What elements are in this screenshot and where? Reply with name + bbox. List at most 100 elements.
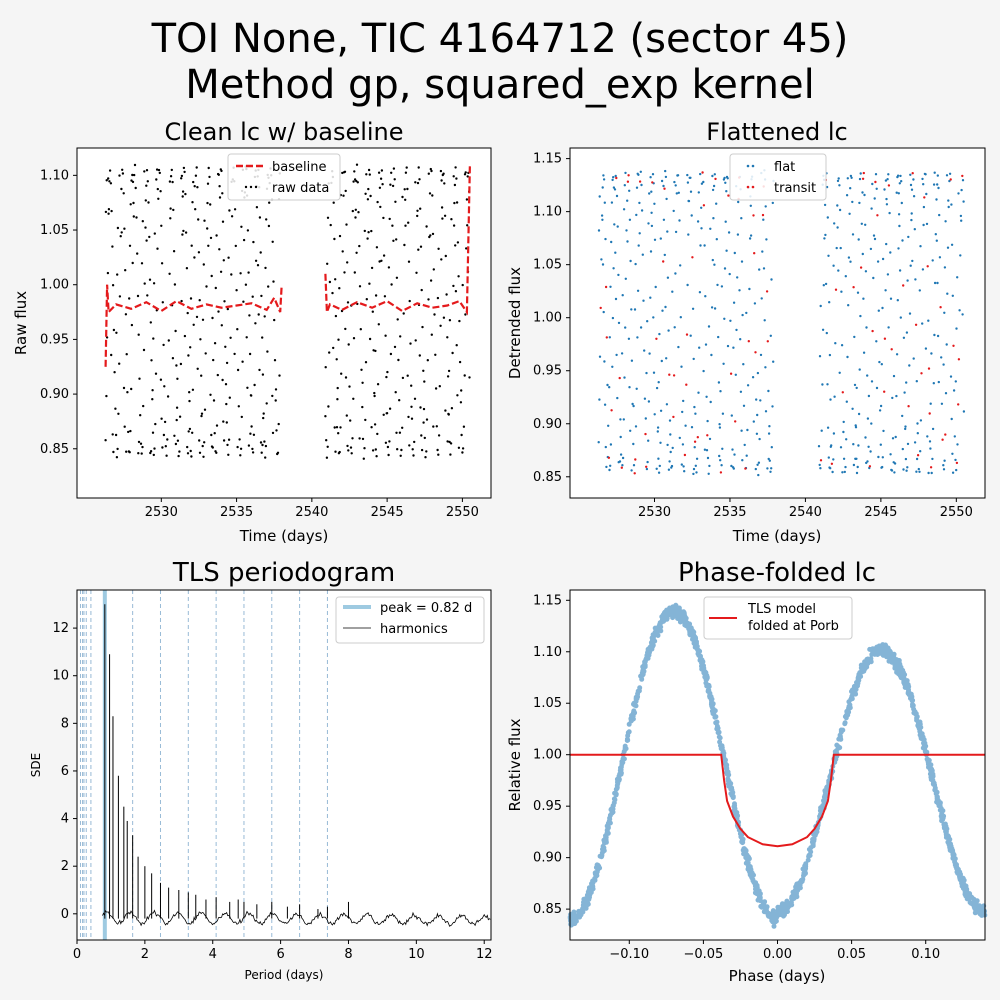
- flat-legend: flat transit: [729, 153, 827, 201]
- x-tick-label: 6: [276, 947, 284, 962]
- axes-frame-clean: [76, 147, 492, 499]
- y-tick-label: 0.85: [533, 470, 562, 485]
- y-tick-label: 1.10: [533, 205, 562, 220]
- clean-xlabel: Time (days): [239, 527, 329, 545]
- y-tick-label: 1.15: [533, 152, 562, 167]
- tls-legend-box: [335, 596, 485, 644]
- y-tick-label: 0.90: [533, 417, 562, 432]
- x-tick-label: 2: [141, 947, 149, 962]
- x-tick-label: 0: [73, 947, 81, 962]
- legend-raw-swatch-dot: [244, 185, 248, 189]
- legend-flat-label: flat: [774, 160, 795, 175]
- x-tick-label: 0.05: [837, 947, 866, 962]
- x-tick-label: 2545: [371, 505, 404, 520]
- panel-tls-periodogram: 0 2 4 6 8 10 12 0 2 4 6 8 10 12 TLS periodogram Perio…: [29, 558, 492, 982]
- phase-data-layer: [567, 602, 988, 929]
- tls-model-line: [570, 753, 985, 848]
- legend-transit-swatch-dot: [746, 185, 750, 189]
- x-tick-label: 2530: [638, 505, 671, 520]
- y-tick-label: 0.90: [40, 387, 69, 402]
- phase-ylabel: Relative flux: [506, 718, 524, 811]
- clean-data-layer: [104, 163, 471, 460]
- x-tick-label: 0.00: [763, 947, 792, 962]
- tls-ylabel: SDE: [29, 753, 43, 777]
- y-tick-label: 2: [61, 859, 69, 874]
- y-tick-label: 1.00: [40, 278, 69, 293]
- y-tick-label: 0.90: [533, 851, 562, 866]
- y-tick-label: 1.15: [533, 593, 562, 608]
- panel-clean-lc: 2530 2535 2540 2545 2550 0.85 0.90 0.95 1.00 1.05…: [12, 118, 492, 545]
- y-tick-label: 12: [52, 621, 69, 636]
- flat-title: Flattened lc: [706, 118, 847, 146]
- phase-xlabel: Phase (days): [729, 967, 826, 985]
- y-tick-label: 1.00: [533, 748, 562, 763]
- legend-raw-label: raw data: [272, 181, 329, 196]
- phase-legend-box: [703, 596, 853, 640]
- axes-frame-tls: [76, 589, 492, 941]
- x-tick-label: 2535: [713, 505, 746, 520]
- phase-title: Phase-folded lc: [678, 558, 876, 588]
- phase-ticks: −0.10 −0.05 0.00 0.05 0.10 0.85 0.90 0.95 1.00 1.…: [533, 593, 940, 962]
- y-tick-label: 8: [61, 716, 69, 731]
- y-tick-label: 0.95: [533, 799, 562, 814]
- flat-ylabel: Detrended flux: [506, 267, 524, 379]
- raw-data-points: [104, 163, 471, 460]
- x-tick-label: 2540: [295, 505, 328, 520]
- plot-area-clean: [77, 148, 491, 498]
- y-tick-label: 1.00: [533, 311, 562, 326]
- legend-model-label-line2: folded at Porb: [748, 619, 839, 634]
- x-tick-label: −0.05: [683, 947, 723, 962]
- plot-area-phase: [570, 590, 985, 940]
- tls-ticks: 0 2 4 6 8 10 12 0 2 4 6 8 10 12: [52, 621, 492, 962]
- y-tick-label: 6: [61, 764, 69, 779]
- panel-flattened-lc: 2530 2535 2540 2545 2550 0.85 0.90 0.95 1.00 1.05…: [506, 118, 986, 545]
- x-tick-label: 4: [209, 947, 217, 962]
- legend-transit-label: transit: [774, 181, 816, 196]
- y-tick-label: 0: [61, 907, 69, 922]
- y-tick-label: 10: [52, 669, 69, 684]
- legend-flat-swatch-dot: [751, 164, 755, 168]
- y-tick-label: 0.85: [533, 902, 562, 917]
- plot-area-tls: [77, 590, 491, 940]
- x-tick-label: 2545: [864, 505, 897, 520]
- y-tick-label: 0.95: [40, 332, 69, 347]
- legend-transit-swatch-dot: [751, 185, 755, 189]
- y-tick-label: 1.05: [40, 223, 69, 238]
- figure-title-line2: Method gp, squared_exp kernel: [185, 62, 814, 108]
- y-tick-label: 0.95: [533, 364, 562, 379]
- sde-spectrum: [102, 909, 491, 927]
- panel-phase-folded-lc: −0.10 −0.05 0.00 0.05 0.10 0.85 0.90 0.95 1.00 1.…: [506, 558, 988, 985]
- y-tick-label: 1.10: [40, 168, 69, 183]
- legend-flat-swatch-dot: [746, 164, 750, 168]
- clean-ylabel: Raw flux: [12, 291, 30, 355]
- x-tick-label: 2550: [940, 505, 973, 520]
- y-tick-label: 1.05: [533, 696, 562, 711]
- tls-data-layer: [79, 590, 491, 940]
- x-tick-label: 2550: [446, 505, 479, 520]
- baseline-line-0: [104, 284, 283, 367]
- legend-baseline-label: baseline: [272, 160, 326, 175]
- y-tick-label: 4: [61, 812, 69, 827]
- flat-xlabel: Time (days): [732, 527, 822, 545]
- legend-raw-swatch-dot: [254, 185, 258, 189]
- legend-raw-swatch-dot: [249, 185, 253, 189]
- flat-data-layer: [597, 169, 966, 477]
- x-tick-label: 2540: [789, 505, 822, 520]
- baseline-line-1: [324, 164, 471, 316]
- folded-flux-points: [567, 602, 988, 929]
- plot-area-flat: [570, 148, 985, 498]
- clean-ticks: 2530 2535 2540 2545 2550 0.85 0.90 0.95 1.00 1.05…: [40, 168, 479, 520]
- y-tick-label: 1.10: [533, 645, 562, 660]
- x-tick-label: 0.10: [911, 947, 940, 962]
- clean-legend: baseline raw data: [227, 153, 341, 201]
- x-tick-label: −0.10: [609, 947, 649, 962]
- x-tick-label: 2530: [145, 505, 178, 520]
- flat-points: [597, 169, 966, 477]
- legend-peak-label: peak = 0.82 d: [380, 601, 472, 616]
- clean-title: Clean lc w/ baseline: [164, 118, 403, 146]
- x-tick-label: 12: [476, 947, 493, 962]
- tls-legend: peak = 0.82 d harmonics: [335, 596, 485, 644]
- figure-title-line1: TOI None, TIC 4164712 (sector 45): [151, 16, 849, 62]
- flat-ticks: 2530 2535 2540 2545 2550 0.85 0.90 0.95 1.00 1.05…: [533, 152, 973, 520]
